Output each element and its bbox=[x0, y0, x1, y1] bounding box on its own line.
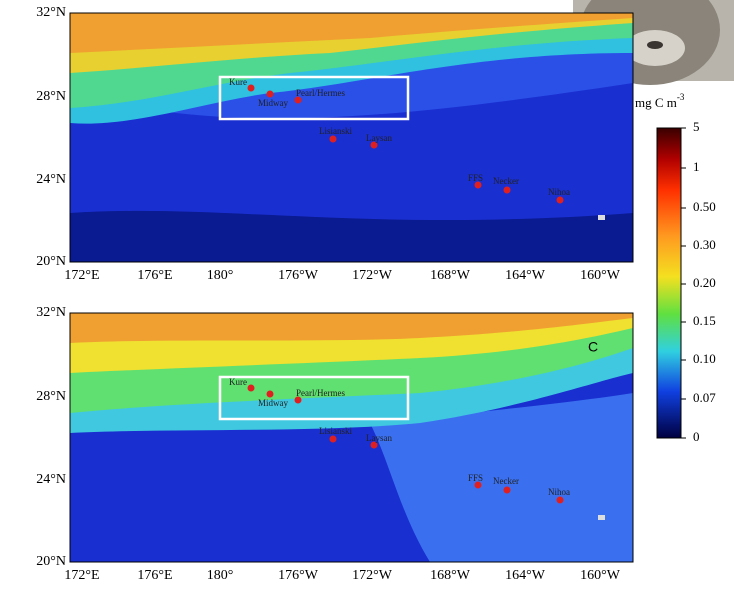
island-label: Nihoa bbox=[548, 187, 570, 197]
island-label: FFS bbox=[468, 173, 483, 183]
lat-label: 32°N bbox=[36, 5, 66, 20]
figure: mg C m-3 32°N28°N24°N20°N172°E176°E180°1… bbox=[0, 0, 734, 591]
chl-region bbox=[70, 211, 633, 262]
island-marker bbox=[557, 197, 564, 204]
island-label: Midway bbox=[258, 398, 288, 408]
lon-label: 176°W bbox=[278, 268, 319, 283]
island-marker bbox=[504, 487, 511, 494]
lon-label: 176°E bbox=[137, 568, 172, 583]
land bbox=[598, 215, 605, 220]
lon-label: 172°W bbox=[352, 268, 393, 283]
island-marker bbox=[248, 385, 255, 392]
lon-label: 172°E bbox=[64, 268, 99, 283]
colorbar-label: 0.15 bbox=[693, 313, 716, 328]
island-label: Kure bbox=[229, 77, 247, 87]
lon-label: 168°W bbox=[430, 268, 471, 283]
island-marker bbox=[248, 85, 255, 92]
lon-label: 164°W bbox=[505, 268, 546, 283]
map-fill bbox=[70, 13, 633, 262]
island-marker bbox=[267, 391, 274, 398]
colorbar-label: 0.50 bbox=[693, 199, 716, 214]
land bbox=[598, 515, 605, 520]
lon-label: 164°W bbox=[505, 568, 546, 583]
island-marker bbox=[330, 136, 337, 143]
island-label: Laysan bbox=[366, 133, 392, 143]
island-marker bbox=[504, 187, 511, 194]
island-label: Laysan bbox=[366, 433, 392, 443]
lat-label: 32°N bbox=[36, 305, 66, 320]
lat-label: 28°N bbox=[36, 389, 66, 404]
colorbar-label: 5 bbox=[693, 119, 700, 134]
island-label: Midway bbox=[258, 98, 288, 108]
island-marker bbox=[330, 436, 337, 443]
colorbar-label: 0 bbox=[693, 429, 700, 444]
panel-label: C bbox=[588, 339, 598, 355]
lat-label: 20°N bbox=[36, 554, 66, 569]
island-label: Lisianski bbox=[319, 426, 352, 436]
lat-label: 28°N bbox=[36, 89, 66, 104]
lon-label: 160°W bbox=[580, 568, 621, 583]
colorbar-label: 0.30 bbox=[693, 237, 716, 252]
island-label: FFS bbox=[468, 473, 483, 483]
island-label: Nihoa bbox=[548, 487, 570, 497]
lon-label: 168°W bbox=[430, 568, 471, 583]
island-label: Kure bbox=[229, 377, 247, 387]
lat-label: 24°N bbox=[36, 472, 66, 487]
island-label: Pearl/Hermes bbox=[296, 88, 345, 98]
map-fill bbox=[70, 313, 633, 562]
lon-label: 176°W bbox=[278, 568, 319, 583]
lon-label: 172°W bbox=[352, 568, 393, 583]
island-label: Necker bbox=[493, 176, 519, 186]
lon-label: 176°E bbox=[137, 268, 172, 283]
lat-label: 24°N bbox=[36, 172, 66, 187]
lon-label: 180° bbox=[207, 268, 234, 283]
island-marker bbox=[267, 91, 274, 98]
island-label: Pearl/Hermes bbox=[296, 388, 345, 398]
lon-label: 160°W bbox=[580, 268, 621, 283]
island-label: Lisianski bbox=[319, 126, 352, 136]
lon-label: 180° bbox=[207, 568, 234, 583]
island-label: Necker bbox=[493, 476, 519, 486]
colorbar-unit: mg C m-3 bbox=[635, 92, 685, 110]
colorbar-label: 0.10 bbox=[693, 351, 716, 366]
colorbar bbox=[657, 128, 681, 438]
lat-label: 20°N bbox=[36, 254, 66, 269]
lon-label: 172°E bbox=[64, 568, 99, 583]
colorbar-label: 0.07 bbox=[693, 390, 716, 405]
colorbar-label: 1 bbox=[693, 159, 700, 174]
island-marker bbox=[557, 497, 564, 504]
colorbar-label: 0.20 bbox=[693, 275, 716, 290]
